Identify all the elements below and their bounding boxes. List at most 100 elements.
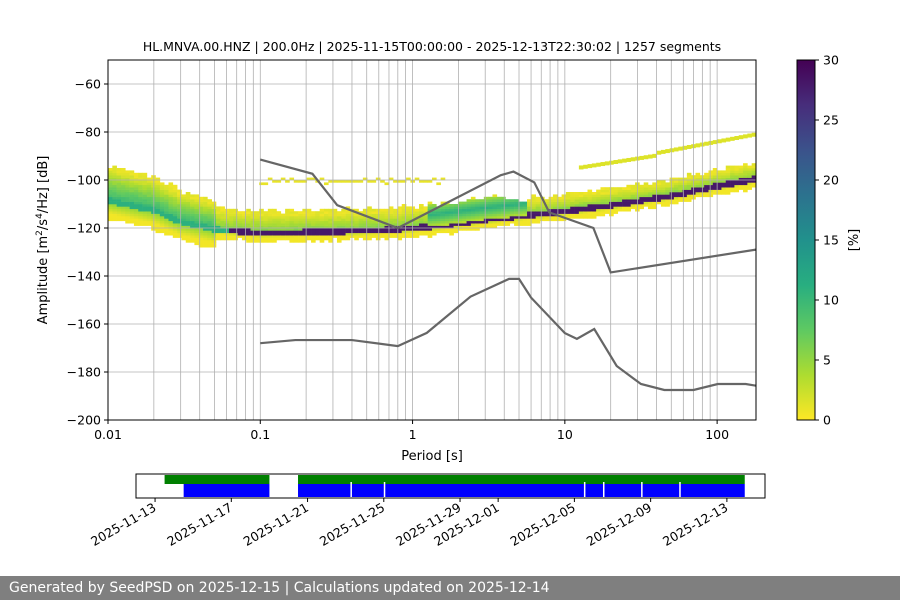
heatmap-cell-1650	[587, 204, 593, 207]
heatmap-cell-1109	[397, 237, 403, 241]
heatmap-cell-1589	[565, 213, 571, 217]
heatmap-cell-1064	[380, 213, 385, 217]
heatmap-cell-642	[250, 228, 256, 231]
heatmap-cell-1372	[479, 208, 485, 212]
heatmap-cell-1234	[432, 206, 437, 210]
heatmap-cell-172	[138, 182, 143, 186]
heatmap-cell-811	[302, 223, 308, 226]
heatmap-cell-1641	[583, 196, 588, 200]
heatmap-cell-1240	[436, 223, 441, 226]
heatmap-cell-105	[125, 182, 130, 186]
heatmap-cell-1195	[423, 230, 428, 234]
heatmap-cell-445	[194, 208, 200, 212]
heatmap-cell-1126	[401, 230, 407, 234]
heatmap-cell-1919	[686, 189, 692, 193]
heatmap-cell-798	[298, 220, 303, 224]
heatmap-cell-1342	[470, 218, 476, 222]
heatmap-cell-470	[198, 201, 204, 205]
heatmap-cell-249	[155, 213, 161, 217]
availability-blue-bar-0	[183, 484, 270, 497]
heatmap-cell-118	[129, 204, 135, 207]
heatmap-cell-155	[138, 223, 143, 226]
heatmap-cell-480	[203, 228, 208, 231]
heatmap-cell-247	[155, 218, 161, 222]
heatmap-cell-1524	[535, 201, 541, 205]
colorbar-tick-label-2: 10	[823, 293, 839, 308]
heatmap-cell-1939	[695, 194, 701, 198]
heatmap-cell-2011	[721, 180, 727, 183]
heatmap-cell-514	[211, 244, 217, 248]
noise-model-curve-1	[260, 277, 756, 392]
heatmap-cell-1015	[367, 232, 372, 236]
heatmap-cell-930	[336, 180, 342, 183]
heatmap-cell-864	[319, 230, 325, 234]
heatmap-cell-1443	[505, 218, 511, 222]
heatmap-cell-97	[125, 201, 130, 205]
heatmap-cell-1696	[604, 208, 610, 212]
heatmap-cell-525	[211, 218, 217, 222]
heatmap-cell-345	[172, 196, 178, 200]
heatmap-cell-2037	[730, 172, 735, 176]
heatmap-cell-608	[237, 216, 243, 219]
heatmap-cell-1323	[462, 204, 467, 207]
heatmap-cell-1280	[449, 223, 454, 226]
heatmap-cell-200	[146, 220, 152, 224]
heatmap-cell-529	[211, 208, 217, 212]
heatmap-cell-1541	[544, 208, 549, 212]
heatmap-cell-2047	[734, 177, 740, 181]
y-tick-label-1: −80	[75, 125, 101, 140]
heatmap-cell-2055	[738, 184, 744, 188]
heatmap-cell-1095	[388, 177, 394, 181]
heatmap-cell-870	[319, 216, 325, 219]
heatmap-cell-623	[246, 240, 251, 243]
heatmap-cell-2052	[734, 165, 740, 169]
heatmap-cell-1358	[475, 213, 480, 217]
heatmap-cell-1866	[665, 184, 670, 188]
heatmap-cell-1125	[401, 232, 407, 236]
heatmap-cell-1514	[531, 196, 536, 200]
heatmap-cell-1492	[522, 201, 528, 205]
heatmap-cell-145	[133, 194, 139, 198]
heatmap-cell-1134	[401, 211, 407, 214]
heatmap-cell-828	[306, 216, 312, 219]
heatmap-cell-501	[207, 228, 212, 231]
heatmap-cell-1879	[669, 177, 675, 181]
heatmap-cell-486	[203, 213, 208, 217]
heatmap-cell-1894	[678, 196, 683, 200]
heatmap-cell-612	[241, 235, 247, 238]
heatmap-cell-516	[211, 240, 217, 243]
heatmap-cell-473	[203, 244, 208, 248]
heatmap-cell-1661	[591, 208, 597, 212]
heatmap-cell-1544	[544, 201, 549, 205]
heatmap-cell-866	[319, 225, 325, 229]
heatmap-cell-1742	[617, 159, 623, 164]
heatmap-cell-578	[228, 228, 234, 231]
heatmap-cell-291	[164, 220, 169, 224]
heatmap-cell-429	[190, 196, 195, 200]
heatmap-cell-1719	[609, 160, 614, 165]
heatmap-cell-1027	[367, 180, 372, 183]
heatmap-cell-825	[306, 223, 312, 226]
heatmap-cell-1996	[717, 189, 722, 193]
heatmap-cell-1350	[470, 199, 476, 202]
heatmap-cell-1733	[617, 206, 623, 210]
heatmap-cell-1325	[466, 228, 472, 231]
timeline-date-ticks: 2025-11-13 2025-11-17 2025-11-21 2025-11-25…	[88, 498, 730, 549]
heatmap-cell-569	[224, 218, 230, 222]
heatmap-cell-309	[168, 228, 174, 231]
heatmap-cell-308	[168, 230, 174, 234]
heatmap-cell-1560	[552, 208, 558, 212]
heatmap-cell-542	[216, 216, 221, 219]
heatmap-cell-1552	[548, 204, 554, 207]
heatmap-cell-464	[198, 216, 204, 219]
heatmap-cell-1570	[557, 211, 562, 214]
heatmap-cell-3	[108, 211, 113, 214]
heatmap-cell-884	[324, 216, 329, 219]
heatmap-cell-643	[250, 225, 256, 229]
heatmap-cell-777	[293, 237, 299, 241]
heatmap-cell-876	[324, 235, 329, 238]
heatmap-cell-365	[177, 201, 182, 205]
heatmap-cell-1639	[583, 201, 588, 205]
heatmap-cell-360	[177, 213, 182, 217]
heatmap-cell-727	[276, 225, 282, 229]
